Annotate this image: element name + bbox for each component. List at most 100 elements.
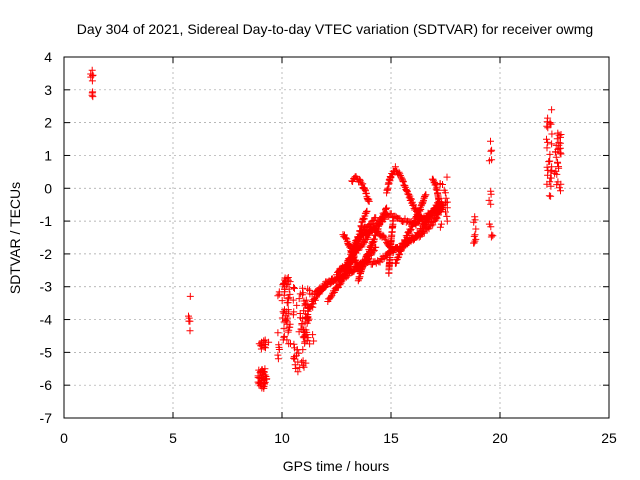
data-point [88, 91, 96, 99]
data-point [355, 175, 363, 183]
data-point [293, 301, 301, 309]
data-point [263, 375, 271, 383]
data-point [433, 202, 441, 210]
data-point [430, 205, 438, 213]
data-point [485, 157, 493, 165]
data-point [327, 293, 335, 301]
data-point [310, 337, 318, 345]
data-point [442, 194, 450, 202]
data-point [290, 308, 298, 316]
data-point [260, 368, 268, 376]
data-point [396, 170, 404, 178]
data-point [433, 214, 441, 222]
data-point [274, 351, 282, 359]
data-point [382, 205, 390, 213]
data-point [336, 281, 344, 289]
data-point [254, 378, 262, 386]
data-point [255, 340, 263, 348]
data-point [443, 212, 451, 220]
data-point [381, 234, 389, 242]
data-point [290, 353, 298, 361]
data-point [302, 359, 310, 367]
data-point [553, 170, 561, 178]
data-point [548, 106, 556, 114]
data-point [432, 185, 440, 193]
data-point [485, 220, 493, 228]
data-point [278, 297, 286, 305]
data-point [443, 173, 451, 181]
data-point [391, 163, 399, 171]
data-point [409, 201, 417, 209]
x-axis-label: GPS time / hours [283, 458, 390, 474]
data-point [311, 296, 319, 304]
data-point [441, 189, 449, 197]
data-point [554, 158, 561, 166]
data-point [422, 191, 430, 199]
data-point [557, 133, 564, 141]
data-point [544, 171, 552, 179]
data-point [283, 299, 291, 307]
data-point [548, 130, 556, 138]
data-point [420, 220, 428, 228]
data-point [360, 232, 367, 240]
data-point [380, 211, 388, 219]
data-point [544, 138, 552, 146]
data-point [306, 340, 314, 348]
data-point [295, 349, 303, 357]
y-tick-label: -6 [40, 377, 53, 393]
data-point [548, 140, 556, 148]
data-point [280, 279, 288, 287]
data-point [280, 318, 288, 326]
data-point [265, 338, 273, 346]
data-point [547, 182, 555, 190]
chart-title: Day 304 of 2021, Sidereal Day-to-day VTE… [77, 21, 593, 37]
data-point [553, 135, 561, 143]
data-point [361, 238, 369, 246]
data-point [470, 239, 478, 247]
data-point [554, 178, 562, 186]
data-point [295, 295, 303, 303]
data-point [290, 284, 298, 291]
y-tick-label: -1 [40, 213, 53, 229]
data-point [411, 217, 419, 225]
data-point [309, 331, 317, 339]
data-point [260, 337, 268, 345]
data-point [470, 232, 478, 240]
data-point [89, 93, 97, 101]
data-point [442, 208, 449, 216]
data-point [186, 327, 194, 335]
y-tick-label: 4 [44, 49, 52, 65]
data-points [87, 66, 565, 392]
data-point [488, 146, 496, 154]
y-tick-label: -7 [40, 410, 53, 426]
data-point [381, 209, 389, 217]
y-tick-label: 2 [44, 115, 52, 131]
data-point [286, 290, 294, 298]
y-tick-label: -2 [40, 246, 53, 262]
data-point [301, 329, 308, 336]
data-point [470, 218, 478, 226]
data-point [351, 247, 359, 255]
data-point [555, 163, 562, 171]
data-point [342, 234, 350, 242]
x-tick-label: 15 [383, 430, 399, 446]
data-point [543, 144, 551, 152]
y-tick-label: 3 [44, 82, 52, 98]
x-tick-label: 25 [601, 430, 617, 446]
data-point [274, 292, 282, 300]
data-point [437, 207, 445, 215]
data-point [434, 211, 442, 219]
data-point [281, 283, 289, 291]
data-point [546, 119, 554, 126]
data-point [296, 290, 304, 298]
data-point [552, 153, 560, 161]
data-point [330, 289, 338, 296]
data-point [546, 150, 554, 158]
y-tick-label: 0 [44, 180, 52, 196]
data-point [544, 114, 552, 122]
y-tick-label: -4 [40, 312, 53, 328]
data-point [282, 308, 290, 316]
y-tick-label: 1 [44, 147, 52, 163]
x-tick-label: 10 [274, 430, 290, 446]
